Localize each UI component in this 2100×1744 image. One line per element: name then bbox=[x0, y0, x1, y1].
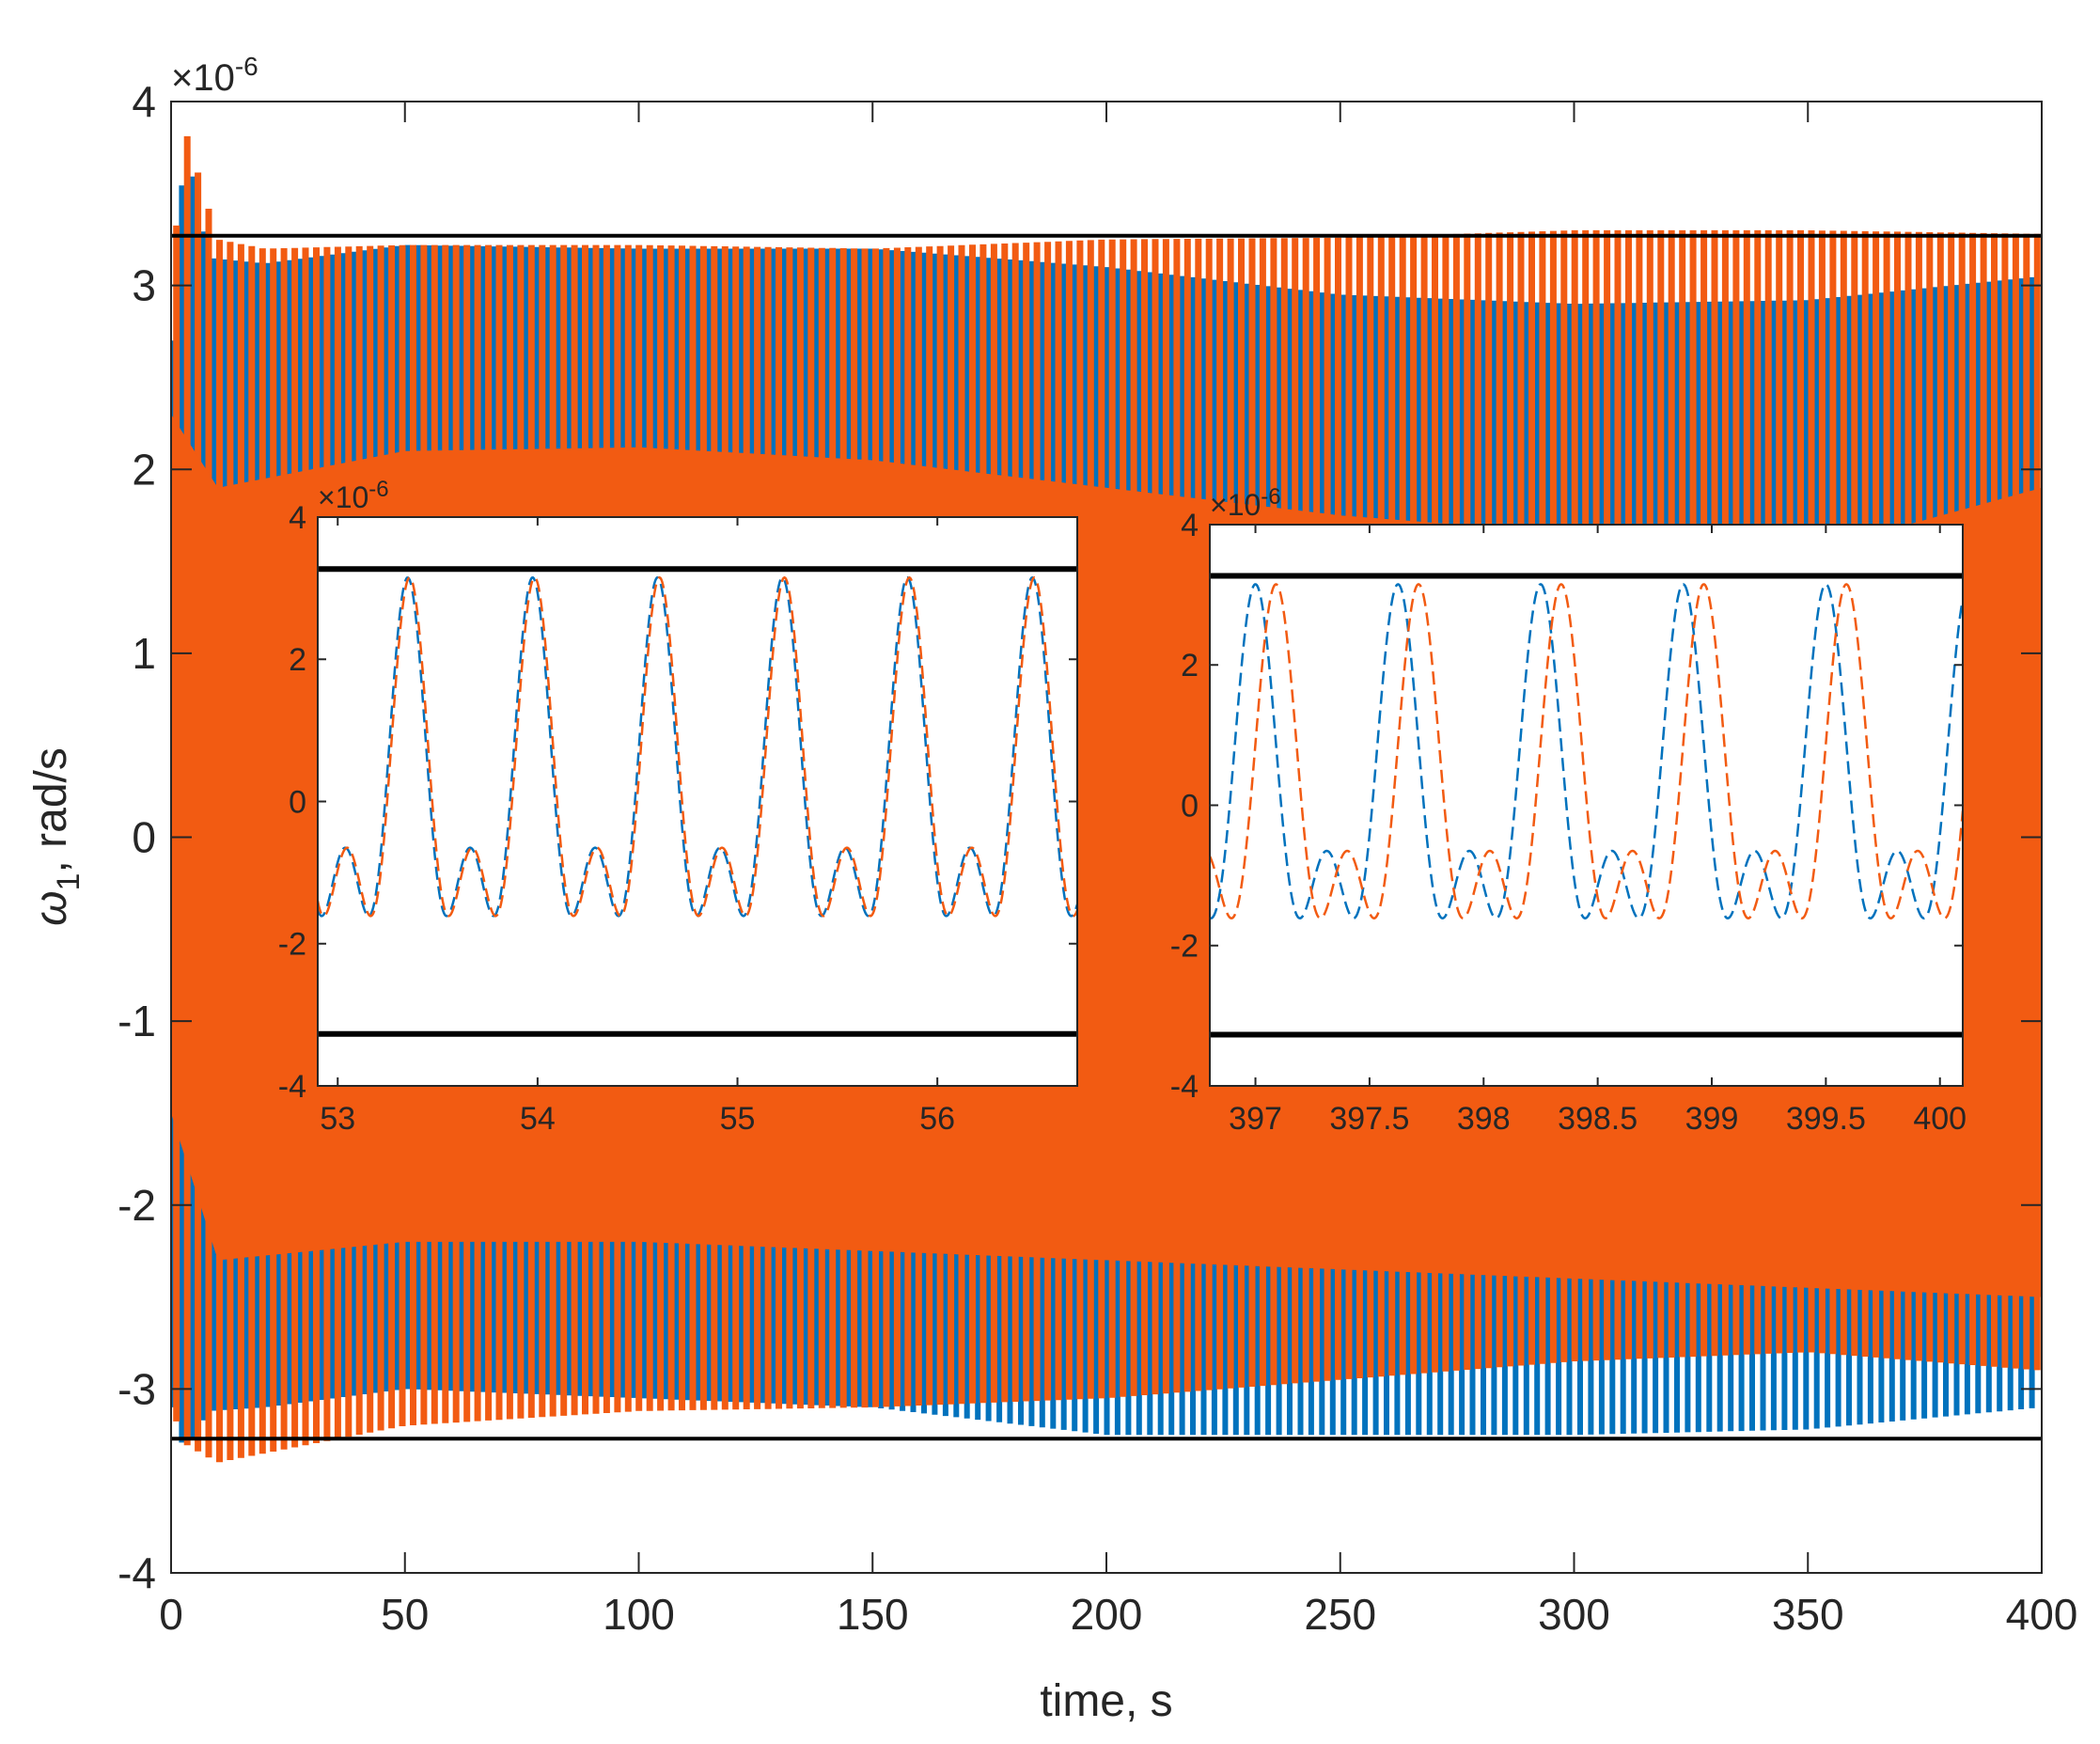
inset-left-y-exponent: ×10-6 bbox=[318, 477, 389, 514]
inset-right-plot-clip bbox=[1210, 573, 1963, 1038]
y-tick-label: -1 bbox=[118, 997, 156, 1045]
series-orange bbox=[1210, 583, 1963, 920]
x-tick-label: 400 bbox=[1913, 1101, 1967, 1137]
main-y-exponent: ×10-6 bbox=[171, 52, 259, 99]
y-tick-label: 1 bbox=[132, 629, 156, 678]
y-tick-label: -4 bbox=[118, 1548, 156, 1597]
inset-left-bound-lines bbox=[318, 566, 1077, 1037]
x-tick-label: 398 bbox=[1457, 1101, 1511, 1137]
y-tick-label: 4 bbox=[289, 500, 306, 536]
y-tick-label: -2 bbox=[118, 1181, 156, 1230]
x-tick-label: 150 bbox=[837, 1590, 909, 1639]
y-axis-label: ω1, rad/s bbox=[26, 747, 86, 926]
inset-right-axes: 397 397.5 398 398.5 399 399.5 400 -4 -2 0 2 4 ×10-6 bbox=[1170, 484, 1967, 1137]
x-tick-label: 55 bbox=[720, 1101, 756, 1137]
x-tick-label: 397 bbox=[1229, 1101, 1282, 1137]
y-tick-label: 4 bbox=[1181, 508, 1199, 543]
y-tick-label: 4 bbox=[132, 77, 156, 126]
inset-right-plot-area bbox=[1210, 525, 1963, 1086]
y-tick-label: -2 bbox=[1170, 929, 1199, 965]
x-tick-label: 53 bbox=[320, 1101, 355, 1137]
y-tick-label: -4 bbox=[1170, 1069, 1199, 1105]
inset-right-ticks bbox=[1210, 524, 1963, 1087]
x-tick-label: 200 bbox=[1071, 1590, 1143, 1639]
inset-left-ticks bbox=[318, 516, 1077, 1087]
inset-left-axes: 53 54 55 56 -4 -2 0 2 4 ×10-6 bbox=[278, 477, 1078, 1137]
y-tick-label: 0 bbox=[1181, 788, 1199, 824]
x-tick-label: 399 bbox=[1685, 1101, 1739, 1137]
y-tick-label: 0 bbox=[289, 784, 306, 820]
series-line bbox=[1210, 583, 1963, 920]
inset-left-tick-labels: 53 54 55 56 -4 -2 0 2 4 bbox=[278, 500, 955, 1137]
series-orange bbox=[318, 575, 1077, 918]
x-tick-label: 398.5 bbox=[1558, 1101, 1638, 1137]
y-tick-label: 2 bbox=[132, 445, 156, 494]
x-axis-label: time, s bbox=[1040, 1676, 1172, 1726]
x-tick-label: 400 bbox=[2006, 1590, 2078, 1639]
x-tick-label: 54 bbox=[520, 1101, 556, 1137]
main-ticks bbox=[170, 101, 2043, 1574]
y-tick-label: 0 bbox=[132, 813, 156, 862]
main-bound-lines bbox=[171, 233, 2042, 1441]
inset-right-series-group bbox=[1210, 583, 1963, 920]
inset-right-tick-labels: 397 397.5 398 398.5 399 399.5 400 -4 -2 0 2 4 bbox=[1170, 508, 1967, 1137]
x-tick-label: 250 bbox=[1304, 1590, 1376, 1639]
x-tick-label: 300 bbox=[1538, 1590, 1610, 1639]
x-tick-label: 397.5 bbox=[1329, 1101, 1409, 1137]
inset-right-y-exponent: ×10-6 bbox=[1210, 484, 1281, 522]
inset-right-bound-lines bbox=[1210, 573, 1963, 1038]
y-tick-label: 2 bbox=[1181, 648, 1199, 683]
x-tick-label: 56 bbox=[919, 1101, 955, 1137]
y-tick-label: -2 bbox=[278, 927, 306, 963]
y-tick-label: -3 bbox=[118, 1364, 156, 1413]
inset-left-series-group bbox=[318, 575, 1077, 918]
y-tick-label: 2 bbox=[289, 642, 306, 678]
x-tick-label: 0 bbox=[159, 1590, 183, 1639]
x-tick-label: 100 bbox=[603, 1590, 675, 1639]
x-tick-label: 399.5 bbox=[1786, 1101, 1866, 1137]
y-tick-label: -4 bbox=[278, 1069, 306, 1105]
inset-left-plot-clip bbox=[318, 566, 1077, 1037]
series-line bbox=[1210, 583, 1963, 920]
series-blue bbox=[1210, 583, 1963, 920]
y-tick-label: 3 bbox=[132, 261, 156, 310]
series-line bbox=[318, 575, 1077, 918]
inset-left-plot-area bbox=[318, 517, 1077, 1086]
x-tick-label: 50 bbox=[381, 1590, 429, 1639]
x-tick-label: 350 bbox=[1772, 1590, 1844, 1639]
